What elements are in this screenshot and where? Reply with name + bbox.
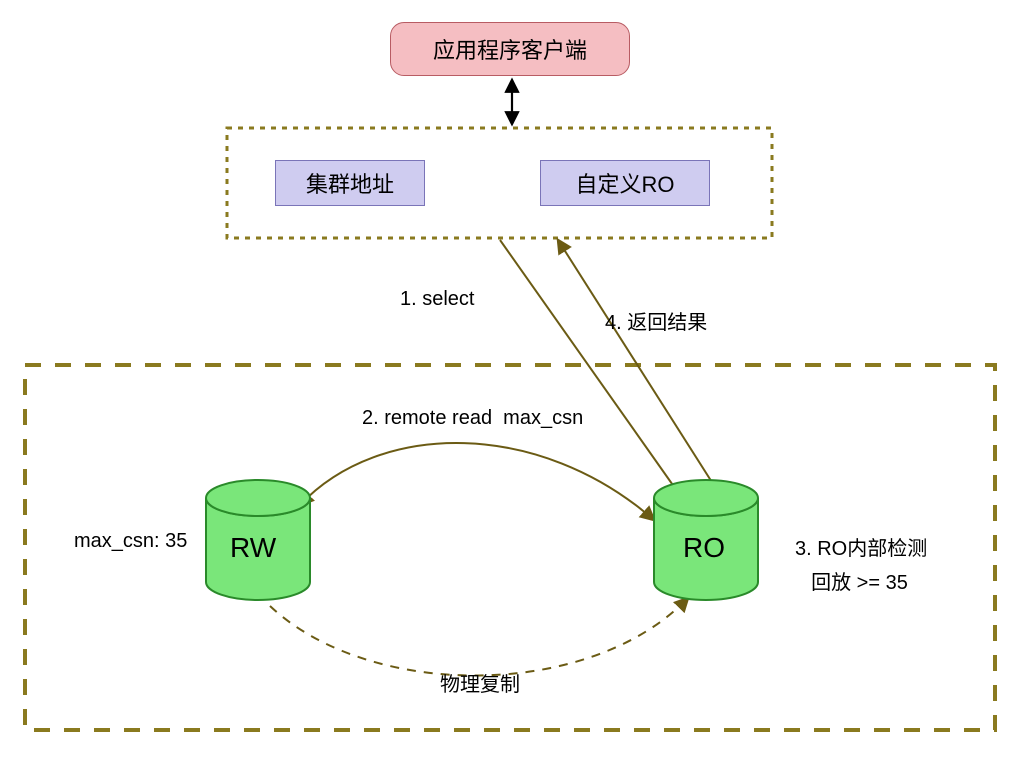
custom-ro-label: 自定义RO (575, 167, 674, 199)
svg-overlay (0, 0, 1025, 758)
edge-remote-read (300, 443, 654, 520)
cluster-address-label: 集群地址 (306, 167, 394, 199)
label-maxcsn: max_csn: 35 (74, 530, 187, 553)
client-node: 应用程序客户端 (390, 22, 630, 76)
client-label: 应用程序客户端 (433, 33, 587, 65)
db-ro-label: RO (683, 532, 725, 564)
label-step4: 4. 返回结果 (605, 306, 707, 335)
edge-return (558, 240, 722, 498)
db-rw-label: RW (230, 532, 276, 564)
custom-ro-node: 自定义RO (540, 160, 710, 206)
diagram-canvas: 应用程序客户端 集群地址 自定义RO RW RO 1. select 4. 返回… (0, 0, 1025, 758)
edge-select (500, 240, 682, 498)
edge-physical-replication (270, 598, 688, 676)
label-step3b: 回放 >= 35 (800, 566, 908, 595)
cluster-address-node: 集群地址 (275, 160, 425, 206)
label-physical-replication: 物理复制 (440, 668, 520, 697)
label-step3a: 3. RO内部检测 (795, 532, 927, 561)
label-step2: 2. remote read max_csn (362, 407, 583, 430)
label-step1: 1. select (400, 288, 474, 311)
